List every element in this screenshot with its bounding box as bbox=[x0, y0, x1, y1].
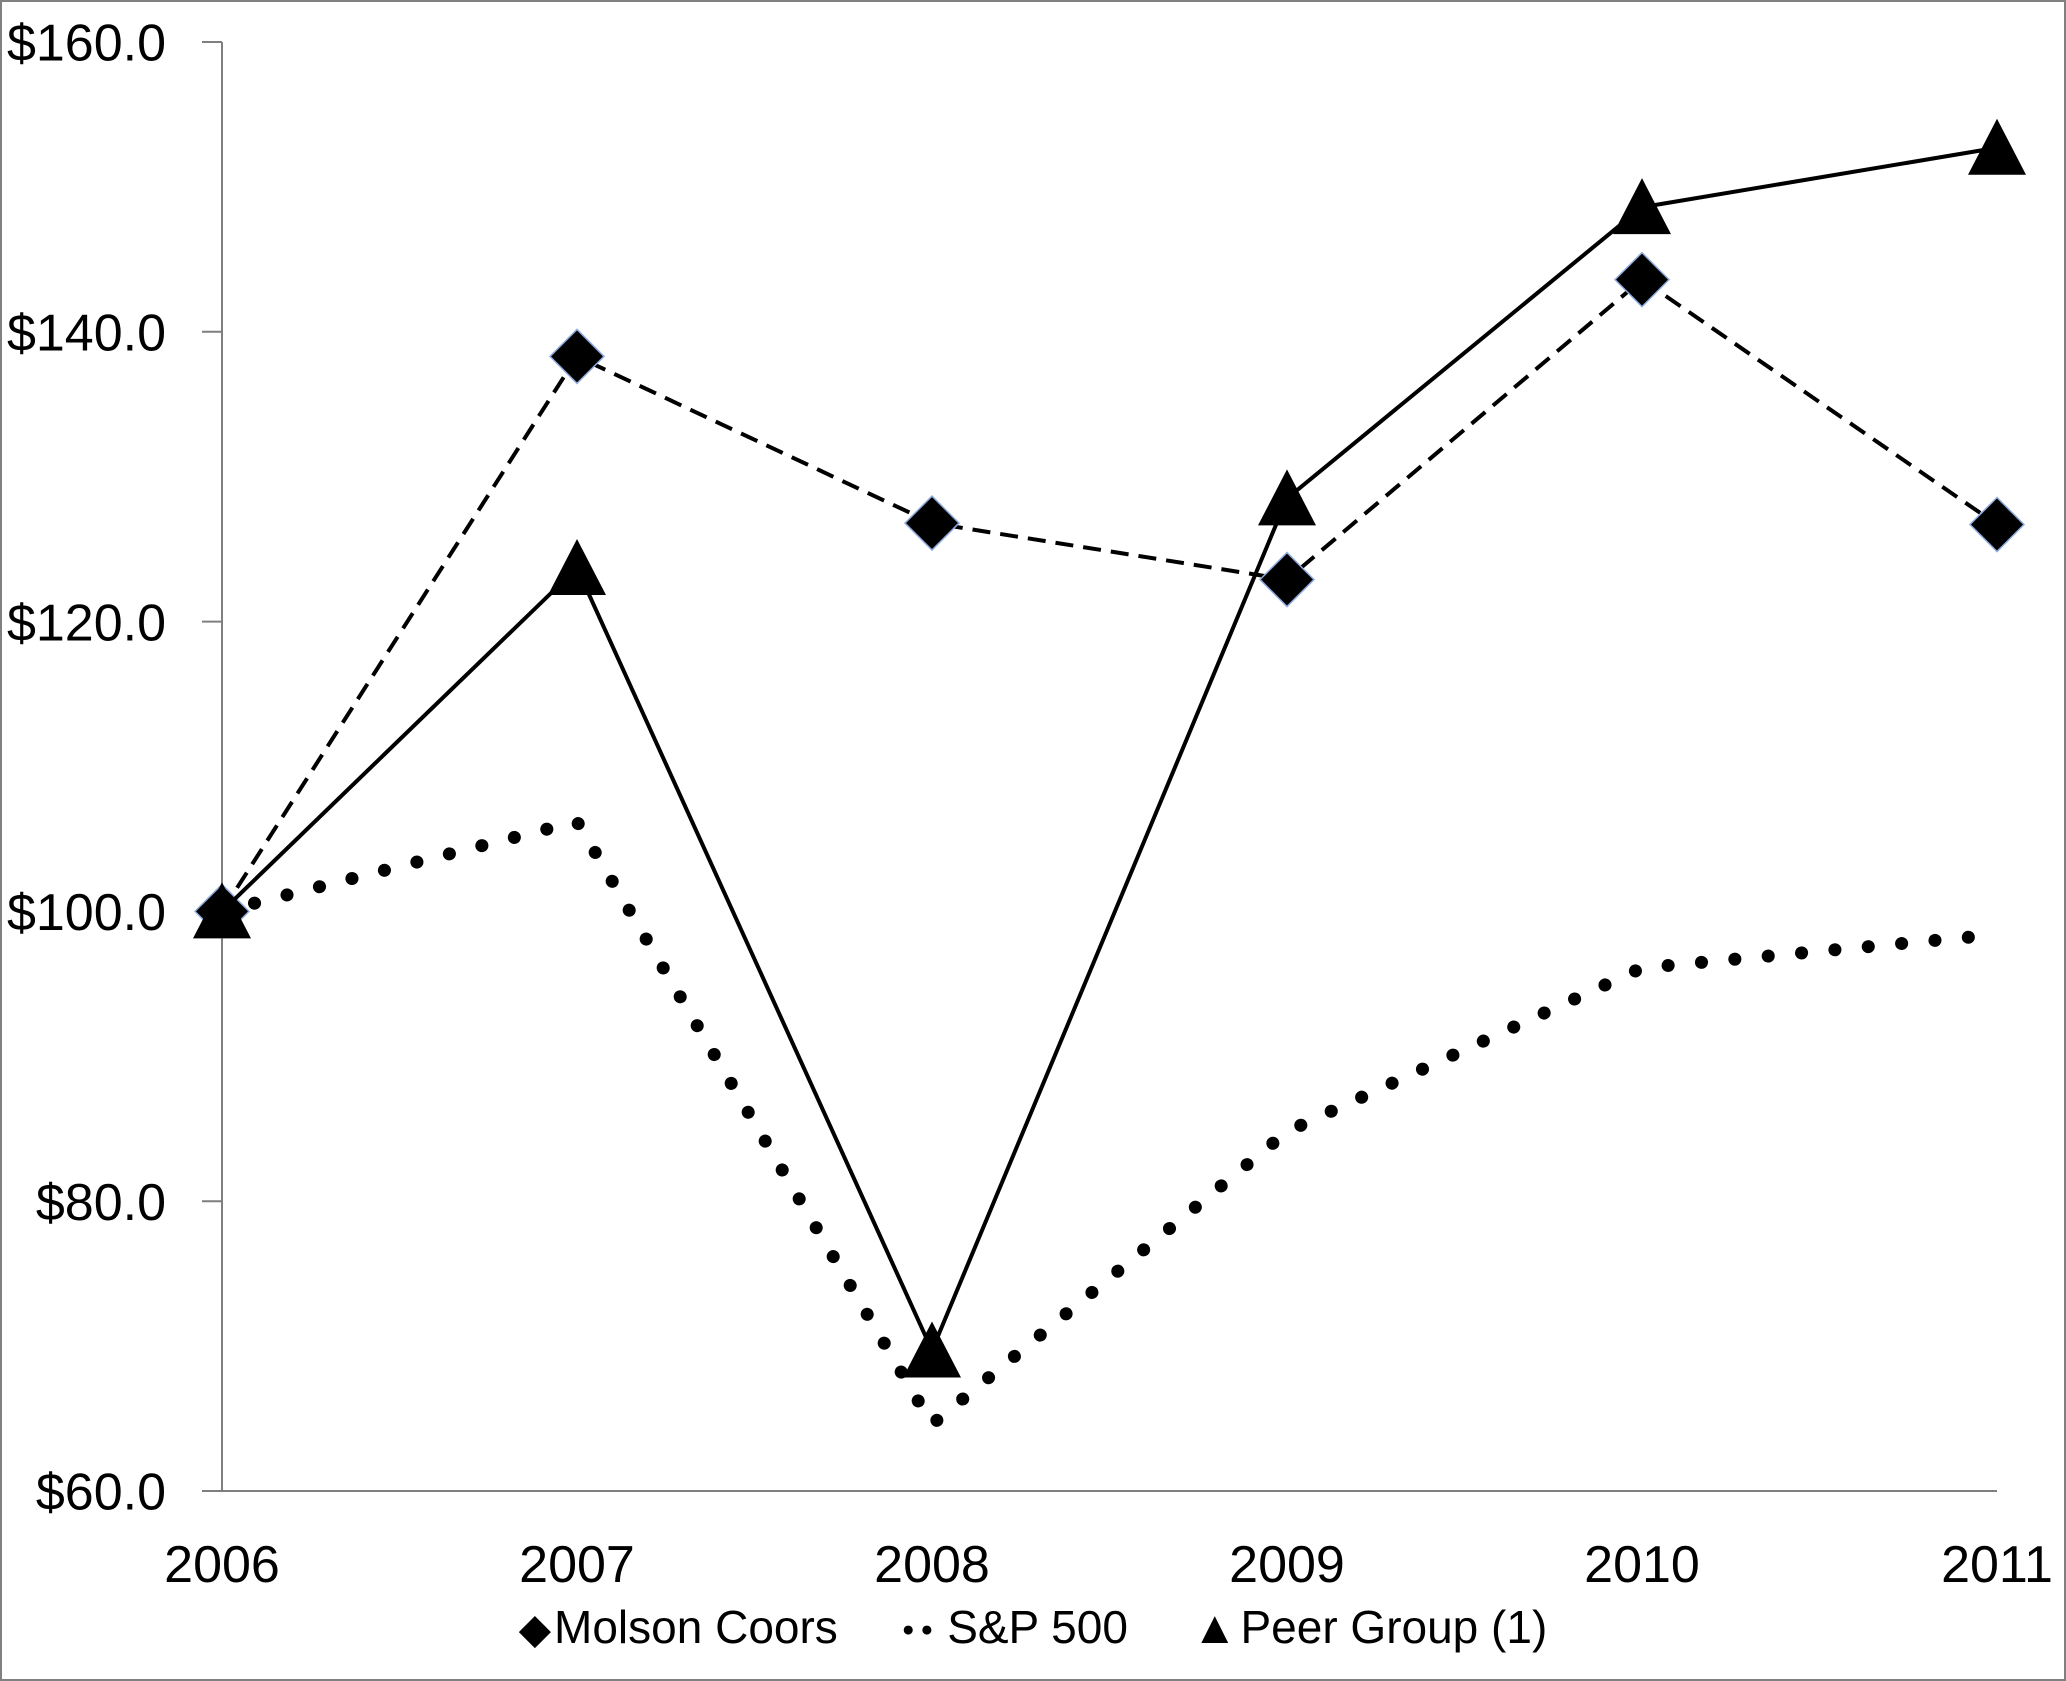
marker-triangle-peer-group-1 bbox=[903, 1321, 961, 1378]
y-axis-tick-label: $80.0 bbox=[36, 1174, 166, 1232]
x-axis-tick-label: 2010 bbox=[1584, 1536, 1700, 1594]
x-axis-tick-label: 2011 bbox=[1941, 1536, 2053, 1594]
legend-item-sp500: ●● S&P 500 bbox=[902, 1600, 1128, 1654]
y-axis-tick-label: $140.0 bbox=[7, 305, 166, 363]
y-axis-tick-label: $100.0 bbox=[7, 884, 166, 942]
legend-item-peer-group: ▲ Peer Group (1) bbox=[1192, 1600, 1547, 1654]
legend-label-molson-coors: Molson Coors bbox=[554, 1601, 838, 1653]
marker-diamond-molson-coors bbox=[903, 495, 961, 552]
y-axis-tick-label: $120.0 bbox=[7, 594, 166, 652]
y-axis-tick-label: $60.0 bbox=[36, 1464, 166, 1522]
marker-diamond-molson-coors bbox=[1258, 551, 1316, 608]
x-axis-tick-label: 2009 bbox=[1229, 1536, 1345, 1594]
marker-triangle-peer-group-1 bbox=[1258, 469, 1316, 526]
legend-item-molson-coors: ◆ Molson Coors bbox=[519, 1600, 838, 1654]
x-axis-tick-label: 2006 bbox=[164, 1536, 280, 1594]
marker-diamond-molson-coors bbox=[1968, 496, 2026, 553]
marker-triangle-peer-group-1 bbox=[548, 538, 606, 595]
triangle-icon: ▲ bbox=[1191, 1601, 1238, 1653]
marker-triangle-peer-group-1 bbox=[1968, 118, 2026, 175]
diamond-icon: ◆ bbox=[518, 1605, 552, 1652]
legend-label-peer-group: Peer Group (1) bbox=[1240, 1601, 1548, 1653]
dots-icon: ●● bbox=[901, 1618, 940, 1641]
x-axis-tick-label: 2008 bbox=[874, 1536, 990, 1594]
marker-triangle-peer-group-1 bbox=[1613, 178, 1671, 235]
series-line-molson-coors bbox=[220, 277, 1999, 913]
chart-legend: ◆ Molson Coors ●● S&P 500 ▲ Peer Group (… bbox=[2, 1600, 2064, 1654]
marker-diamond-molson-coors bbox=[548, 328, 606, 385]
x-axis-tick-label: 2007 bbox=[519, 1536, 635, 1594]
marker-diamond-molson-coors bbox=[1613, 251, 1671, 308]
series-line-s-p-500 bbox=[215, 815, 2004, 1431]
y-axis-tick-label: $160.0 bbox=[7, 15, 166, 73]
series-line-peer-group-1 bbox=[220, 145, 1998, 1356]
legend-label-sp500: S&P 500 bbox=[947, 1601, 1128, 1653]
marker-triangle-peer-group-1 bbox=[193, 882, 251, 939]
